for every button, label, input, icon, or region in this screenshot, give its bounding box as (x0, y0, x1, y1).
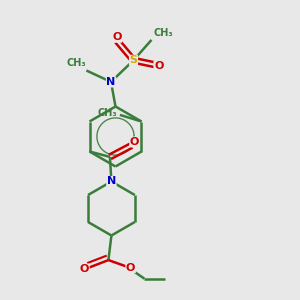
Text: CH₃: CH₃ (98, 108, 118, 118)
Text: N: N (106, 77, 116, 87)
Text: O: O (154, 61, 164, 71)
Text: S: S (130, 55, 137, 65)
Text: O: O (130, 137, 139, 147)
Text: O: O (80, 264, 89, 274)
Text: CH₃: CH₃ (154, 28, 173, 38)
Text: O: O (112, 32, 122, 42)
Text: N: N (107, 176, 116, 187)
Text: CH₃: CH₃ (66, 58, 86, 68)
Text: O: O (126, 262, 135, 273)
